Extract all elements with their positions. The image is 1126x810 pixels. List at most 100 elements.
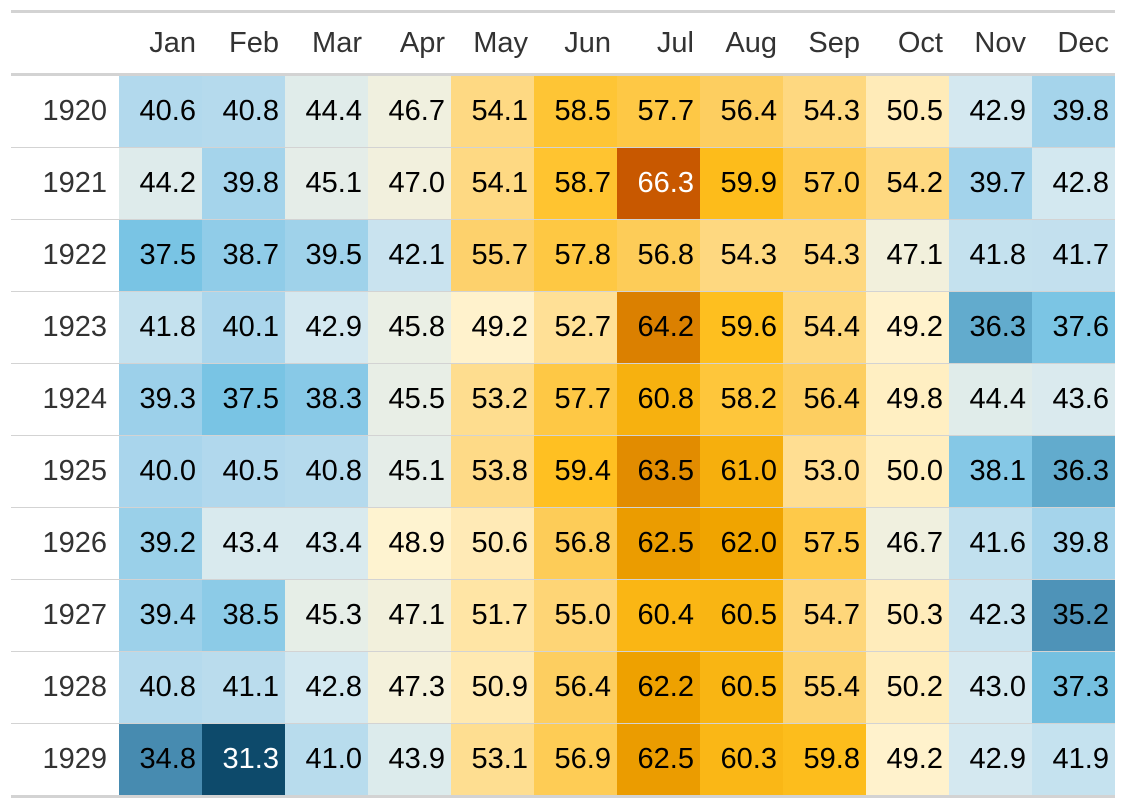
heatmap-cell: 42.8 — [285, 651, 368, 724]
column-header-oct: Oct — [866, 11, 949, 76]
row-label-year: 1920 — [11, 74, 119, 148]
row-label-year: 1926 — [11, 507, 119, 580]
heatmap-cell: 54.3 — [783, 219, 866, 292]
heatmap-cell: 39.2 — [119, 507, 202, 580]
column-header-may: May — [451, 11, 534, 76]
heatmap-cell: 38.1 — [949, 435, 1032, 508]
heatmap-cell: 53.8 — [451, 435, 534, 508]
column-header-jun: Jun — [534, 11, 617, 76]
column-header-feb: Feb — [202, 11, 285, 76]
heatmap-cell: 43.0 — [949, 651, 1032, 724]
heatmap-cell: 37.5 — [202, 363, 285, 436]
heatmap-cell: 42.3 — [949, 579, 1032, 652]
heatmap-cell: 45.5 — [368, 363, 451, 436]
table-header: Jan Feb Mar Apr May Jun Jul Aug Sep Oct Nov Dec — [11, 11, 1115, 76]
heatmap-cell: 56.8 — [534, 507, 617, 580]
heatmap-cell: 49.2 — [451, 291, 534, 364]
column-header-aug: Aug — [700, 11, 783, 76]
heatmap-cell: 57.8 — [534, 219, 617, 292]
heatmap-cell: 50.5 — [866, 74, 949, 148]
heatmap-cell: 42.8 — [1032, 147, 1115, 220]
table-body: 1920 40.6 40.8 44.4 46.7 54.1 58.5 57.7 56.4 54.3… — [11, 74, 1115, 797]
heatmap-cell: 54.2 — [866, 147, 949, 220]
heatmap-cell: 43.9 — [368, 723, 451, 797]
heatmap-cell: 50.0 — [866, 435, 949, 508]
column-header-jan: Jan — [119, 11, 202, 76]
heatmap-cell: 41.8 — [949, 219, 1032, 292]
table-row: 1924 39.3 37.5 38.3 45.5 53.2 57.7 60.8 58.2 56.4… — [11, 363, 1115, 436]
heatmap-cell: 42.9 — [949, 723, 1032, 797]
heatmap-cell: 49.2 — [866, 723, 949, 797]
heatmap-cell: 45.1 — [368, 435, 451, 508]
heatmap-cell: 39.8 — [1032, 507, 1115, 580]
heatmap-cell: 37.3 — [1032, 651, 1115, 724]
heatmap-cell: 43.4 — [202, 507, 285, 580]
heatmap-cell: 44.2 — [119, 147, 202, 220]
heatmap-cell: 41.1 — [202, 651, 285, 724]
row-label-year: 1924 — [11, 363, 119, 436]
heatmap-cell: 57.7 — [617, 74, 700, 148]
row-label-year: 1928 — [11, 651, 119, 724]
heatmap-cell: 58.5 — [534, 74, 617, 148]
heatmap-cell: 56.8 — [617, 219, 700, 292]
heatmap-cell: 38.3 — [285, 363, 368, 436]
heatmap-cell: 41.6 — [949, 507, 1032, 580]
heatmap-cell: 60.5 — [700, 579, 783, 652]
heatmap-cell: 47.3 — [368, 651, 451, 724]
heatmap-cell: 38.5 — [202, 579, 285, 652]
heatmap-cell: 57.0 — [783, 147, 866, 220]
heatmap-cell: 59.4 — [534, 435, 617, 508]
heatmap-cell: 50.3 — [866, 579, 949, 652]
heatmap-cell: 45.1 — [285, 147, 368, 220]
heatmap-cell: 41.8 — [119, 291, 202, 364]
heatmap-cell: 40.0 — [119, 435, 202, 508]
heatmap-cell: 63.5 — [617, 435, 700, 508]
heatmap-cell: 43.6 — [1032, 363, 1115, 436]
heatmap-cell: 41.0 — [285, 723, 368, 797]
heatmap-cell: 40.8 — [202, 74, 285, 148]
heatmap-cell: 55.7 — [451, 219, 534, 292]
heatmap-cell: 58.7 — [534, 147, 617, 220]
header-row: Jan Feb Mar Apr May Jun Jul Aug Sep Oct Nov Dec — [11, 11, 1115, 76]
heatmap-cell: 54.1 — [451, 147, 534, 220]
heatmap-cell: 62.0 — [700, 507, 783, 580]
heatmap-cell: 45.8 — [368, 291, 451, 364]
heatmap-cell: 56.4 — [700, 74, 783, 148]
heatmap-cell: 34.8 — [119, 723, 202, 797]
heatmap-cell: 36.3 — [1032, 435, 1115, 508]
temperature-heatmap-table: Jan Feb Mar Apr May Jun Jul Aug Sep Oct Nov Dec 192… — [11, 10, 1115, 798]
heatmap-cell: 47.0 — [368, 147, 451, 220]
heatmap-cell: 39.8 — [1032, 74, 1115, 148]
table-row: 1925 40.0 40.5 40.8 45.1 53.8 59.4 63.5 61.0 53.0… — [11, 435, 1115, 508]
row-label-year: 1927 — [11, 579, 119, 652]
heatmap-cell: 44.4 — [949, 363, 1032, 436]
heatmap-cell: 60.8 — [617, 363, 700, 436]
heatmap-cell: 53.2 — [451, 363, 534, 436]
heatmap-cell: 56.4 — [783, 363, 866, 436]
table-row: 1926 39.2 43.4 43.4 48.9 50.6 56.8 62.5 62.0 57.5… — [11, 507, 1115, 580]
row-label-year: 1929 — [11, 723, 119, 797]
heatmap-cell: 44.4 — [285, 74, 368, 148]
heatmap-cell: 40.5 — [202, 435, 285, 508]
heatmap-cell: 38.7 — [202, 219, 285, 292]
heatmap-cell: 39.5 — [285, 219, 368, 292]
table-row: 1921 44.2 39.8 45.1 47.0 54.1 58.7 66.3 59.9 57.0… — [11, 147, 1115, 220]
heatmap-cell: 59.9 — [700, 147, 783, 220]
table-row: 1928 40.8 41.1 42.8 47.3 50.9 56.4 62.2 60.5 55.4… — [11, 651, 1115, 724]
heatmap-cell: 40.1 — [202, 291, 285, 364]
row-label-year: 1923 — [11, 291, 119, 364]
heatmap-cell: 49.8 — [866, 363, 949, 436]
heatmap-cell: 49.2 — [866, 291, 949, 364]
row-label-year: 1921 — [11, 147, 119, 220]
heatmap-cell: 53.0 — [783, 435, 866, 508]
heatmap-cell: 50.6 — [451, 507, 534, 580]
heatmap-cell: 54.1 — [451, 74, 534, 148]
heatmap-cell: 35.2 — [1032, 579, 1115, 652]
heatmap-cell: 62.2 — [617, 651, 700, 724]
table-row: 1923 41.8 40.1 42.9 45.8 49.2 52.7 64.2 59.6 54.4… — [11, 291, 1115, 364]
heatmap-cell: 58.2 — [700, 363, 783, 436]
table-row: 1927 39.4 38.5 45.3 47.1 51.7 55.0 60.4 60.5 54.7… — [11, 579, 1115, 652]
table-row: 1922 37.5 38.7 39.5 42.1 55.7 57.8 56.8 54.3 54.3… — [11, 219, 1115, 292]
heatmap-cell: 59.8 — [783, 723, 866, 797]
row-label-year: 1925 — [11, 435, 119, 508]
